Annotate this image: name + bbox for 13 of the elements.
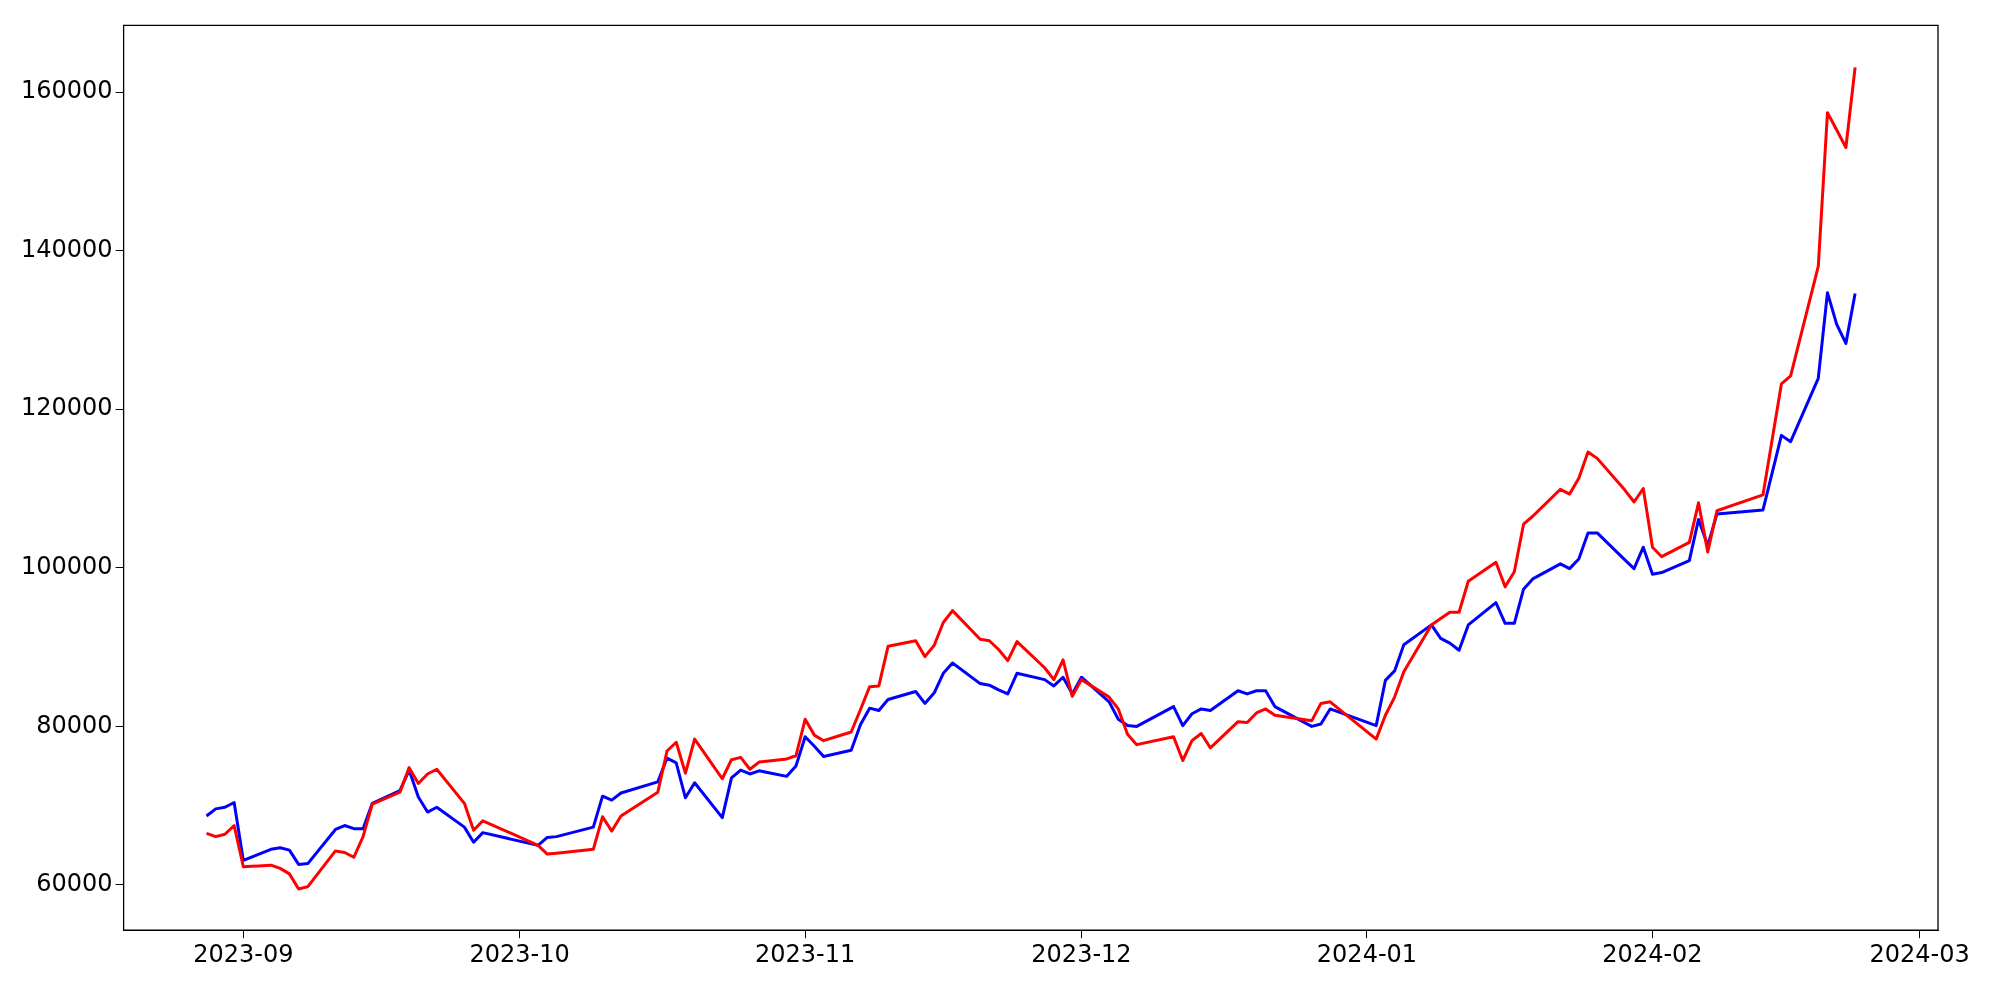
x-tick-label: 2023-12 [1031, 939, 1132, 968]
y-tick-label: 120000 [20, 393, 113, 422]
y-tick-label: 140000 [20, 234, 113, 263]
x-tick-label: 2023-09 [193, 939, 294, 968]
y-tick-label: 160000 [20, 76, 113, 105]
y-tick-label: 60000 [36, 869, 113, 898]
x-tick-label: 2024-02 [1602, 939, 1703, 968]
x-tick-label: 2024-01 [1316, 939, 1418, 968]
x-tick-label: 2024-03 [1869, 939, 1970, 968]
y-tick-label: 80000 [36, 710, 113, 739]
x-tick-label: 2023-11 [755, 939, 856, 968]
y-tick-label: 100000 [20, 552, 113, 581]
x-tick-label: 2023-10 [469, 939, 570, 968]
